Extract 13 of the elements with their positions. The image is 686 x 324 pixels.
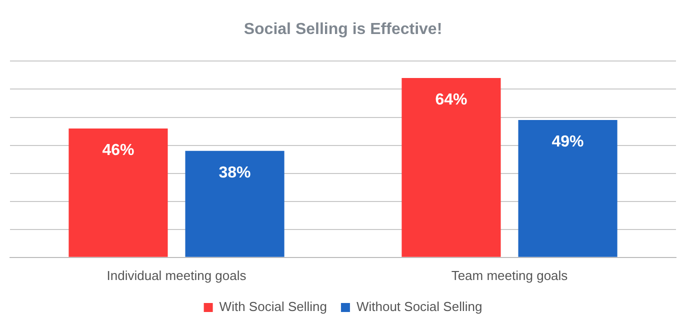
data-label: 49%	[552, 133, 584, 150]
bar	[68, 128, 168, 257]
legend-label: With Social Selling	[219, 299, 327, 314]
data-label: 64%	[435, 91, 468, 108]
data-label: 38%	[218, 164, 251, 182]
bar	[518, 120, 618, 257]
data-label: 46%	[102, 142, 134, 159]
legend-label: Without Social Selling	[356, 299, 482, 314]
bar	[185, 150, 284, 257]
x-tick-label: Team meeting goals	[451, 268, 568, 283]
chart-title: Social Selling is Effective!	[244, 21, 442, 38]
bar	[402, 78, 501, 257]
x-tick-label: Individual meeting goals	[106, 268, 247, 283]
